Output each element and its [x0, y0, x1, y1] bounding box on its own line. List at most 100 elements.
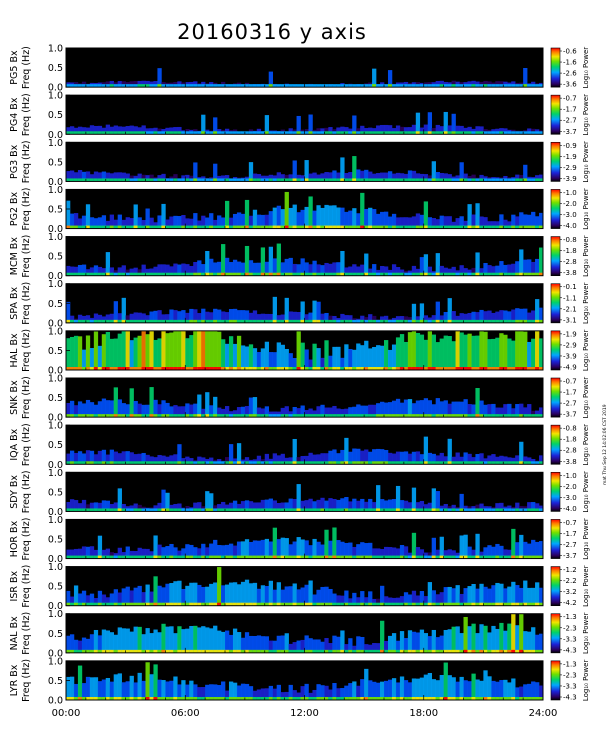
- colorbar-tick-label: -2.9: [563, 164, 577, 172]
- colorbar-tick-label: -2.6: [563, 70, 577, 78]
- y-label-station: SPA Bx: [9, 287, 20, 320]
- colorbar-tick-label: -0.6: [563, 48, 577, 56]
- panel-snk: 0.0 0.5 1.0 SNK Bx Freq (Hz) -0.7 -1.7 -2.7 -3.7…: [9, 374, 590, 424]
- colorbar-tick-label: -2.7: [563, 117, 577, 125]
- y-label-station: PG5 Bx: [9, 50, 20, 85]
- x-tick-label: 12:00: [290, 708, 319, 719]
- y-tick-label: 1.0: [48, 279, 63, 290]
- colorbar-tick-label: -3.3: [563, 635, 577, 643]
- y-label-freq: Freq (Hz): [21, 518, 32, 561]
- colorbar: [550, 189, 561, 229]
- colorbar-tick-label: -4.3: [563, 694, 577, 702]
- y-label-station: PG3 Bx: [9, 144, 20, 179]
- spectrogram-pg5: [66, 48, 543, 88]
- y-tick-label: 0.5: [48, 629, 63, 640]
- y-label-freq: Freq (Hz): [21, 140, 32, 183]
- panel-hal: 0.0 0.5 1.0 HAL Bx Freq (Hz) -1.9 -2.9 -3.9 -4.9…: [9, 326, 590, 376]
- y-tick-label: 0.5: [48, 252, 63, 263]
- colorbar-tick-label: -3.3: [563, 682, 577, 690]
- y-label-station: HAL Bx: [9, 333, 20, 367]
- colorbar-tick-label: -1.8: [563, 436, 577, 444]
- panel-hor: 0.0 0.5 1.0 HOR Bx Freq (Hz) -0.7 -1.7 -2.7 -3.7…: [9, 515, 590, 565]
- colorbar-tick-label: -3.8: [563, 269, 577, 277]
- colorbar-tick-label: -2.2: [563, 577, 577, 585]
- panel-pg5: 0.0 0.5 1.0 PG5 Bx Freq (Hz) -0.6 -1.6 -2.6 -3.6…: [9, 44, 590, 94]
- y-label-station: IQA Bx: [9, 428, 20, 460]
- colorbar: [550, 141, 561, 182]
- colorbar-tick-label: -1.9: [563, 153, 577, 161]
- colorbar-tick-label: -1.0: [563, 472, 577, 480]
- colorbar: [550, 471, 561, 512]
- y-label-station: MCM Bx: [9, 237, 20, 276]
- colorbar-label: Log₁₀ Power: [582, 47, 590, 89]
- y-tick-label: 1.0: [48, 609, 63, 620]
- colorbar: [550, 377, 561, 418]
- colorbar-tick-label: -3.0: [563, 494, 577, 502]
- x-axis: 00:00 06:00 12:00 18:00 24:00: [52, 708, 558, 719]
- colorbar: [550, 330, 561, 371]
- colorbar: [550, 47, 561, 88]
- colorbar-tick-label: -1.7: [563, 530, 577, 538]
- y-tick-label: 0.5: [48, 205, 63, 216]
- panel-iqa: 0.0 0.5 1.0 IQA Bx Freq (Hz) -0.8 -1.8 -2.8 -3.8…: [9, 421, 590, 471]
- y-label-station: HOR Bx: [9, 520, 20, 557]
- colorbar-tick-label: -1.7: [563, 106, 577, 114]
- colorbar-label: Log₁₀ Power: [582, 330, 590, 372]
- colorbar-tick-label: -2.3: [563, 671, 577, 679]
- y-tick-label: 0.0: [48, 413, 63, 424]
- colorbar-tick-label: -2.8: [563, 447, 577, 455]
- y-label-station: PG4 Bx: [9, 97, 20, 132]
- y-label-freq: Freq (Hz): [21, 376, 32, 419]
- colorbar: [550, 236, 561, 277]
- y-tick-label: 1.0: [48, 515, 63, 526]
- y-tick-label: 0.5: [48, 440, 63, 451]
- y-tick-label: 0.0: [48, 224, 63, 235]
- panel-sdy: 0.0 0.5 1.0 SDY Bx Freq (Hz) -1.0 -2.0 -3.0 -4.0…: [9, 468, 590, 518]
- y-tick-label: 0.0: [48, 460, 63, 471]
- y-tick-label: 0.5: [48, 299, 63, 310]
- y-tick-label: 1.0: [48, 185, 63, 196]
- y-tick-label: 0.5: [48, 157, 63, 168]
- colorbar-tick-label: -3.2: [563, 588, 577, 596]
- y-tick-label: 1.0: [48, 138, 63, 149]
- y-label-station: NAL Bx: [9, 616, 20, 650]
- colorbar-tick-label: -2.1: [563, 305, 577, 313]
- y-tick-label: 0.0: [48, 696, 63, 707]
- panel-pg3: 0.0 0.5 1.0 PG3 Bx Freq (Hz) -0.9 -1.9 -2.9 -3.9…: [9, 138, 590, 188]
- colorbar-tick-label: -1.3: [563, 660, 577, 668]
- y-tick-label: 0.0: [48, 177, 63, 188]
- y-tick-label: 0.0: [48, 318, 63, 329]
- colorbar-label: Log₁₀ Power: [582, 282, 590, 324]
- panel-lyr: 0.0 0.5 1.0 LYR Bx Freq (Hz) -1.3 -2.3 -3.3 -4.3…: [9, 656, 590, 706]
- colorbar: [550, 94, 561, 135]
- y-tick-label: 0.0: [48, 507, 63, 518]
- colorbar-label: Log₁₀ Power: [582, 235, 590, 277]
- y-tick-label: 0.0: [48, 130, 63, 141]
- colorbar: [550, 660, 561, 701]
- panel-isr: 0.0 0.5 1.0 ISR Bx Freq (Hz) -1.2 -2.2 -3.2 -4.2…: [9, 562, 590, 612]
- colorbar-tick-label: -4.9: [563, 364, 577, 372]
- colorbar-tick-label: -3.7: [563, 128, 577, 136]
- y-tick-label: 0.0: [48, 366, 63, 377]
- y-tick-label: 0.0: [48, 648, 63, 659]
- colorbar-tick-label: -1.7: [563, 389, 577, 397]
- panel-mcm: 0.0 0.5 1.0 MCM Bx Freq (Hz) -0.8 -1.8 -2.8 -3.8…: [9, 232, 590, 282]
- colorbar-label: Log₁₀ Power: [582, 471, 590, 513]
- y-tick-label: 0.5: [48, 346, 63, 357]
- colorbar: [550, 519, 561, 559]
- colorbar-tick-label: -1.9: [563, 330, 577, 338]
- colorbar-tick-label: -2.9: [563, 341, 577, 349]
- colorbar-tick-label: -0.7: [563, 378, 577, 386]
- y-label-station: SNK Bx: [9, 380, 20, 415]
- y-label-freq: Freq (Hz): [21, 93, 32, 136]
- colorbar-tick-label: -2.3: [563, 624, 577, 632]
- colorbar-tick-label: -3.9: [563, 175, 577, 183]
- colorbar-tick-label: -0.1: [563, 283, 577, 291]
- y-label-station: LYR Bx: [9, 664, 20, 696]
- y-tick-label: 0.0: [48, 271, 63, 282]
- y-tick-label: 0.5: [48, 676, 63, 687]
- panel-pg4: 0.0 0.5 1.0 PG4 Bx Freq (Hz) -0.7 -1.7 -2.7 -3.7…: [9, 91, 590, 141]
- colorbar-tick-label: -4.0: [563, 222, 577, 230]
